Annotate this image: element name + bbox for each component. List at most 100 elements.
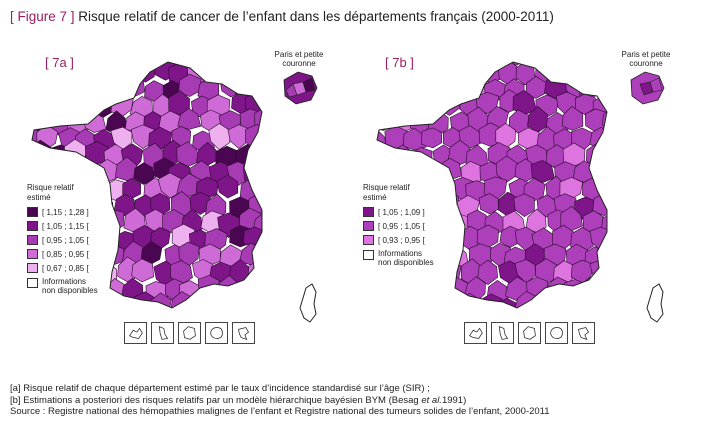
departement-shape: [0, 46, 14, 69]
departement-shape: [135, 62, 156, 83]
departement-shape: [85, 71, 109, 97]
departement-shape: [1, 226, 21, 249]
departement-shape: [335, 244, 356, 269]
departement-shape: [0, 79, 11, 102]
departement-shape: [600, 75, 607, 101]
overseas-department-box: [545, 322, 568, 344]
departement-shape: [555, 294, 579, 308]
departement-shape: [97, 293, 119, 308]
departement-shape: [400, 294, 423, 308]
departement-shape: [197, 274, 220, 298]
departement-shape: [7, 144, 30, 170]
departement-shape: [581, 62, 604, 69]
departement-shape: [0, 175, 10, 199]
figure-title-text: Risque relatif de cancer de l’enfant dan…: [78, 9, 554, 24]
departement-shape: [32, 93, 41, 119]
departement-shape: [377, 144, 379, 169]
departement-shape: [0, 130, 19, 153]
departement-shape: [602, 105, 607, 132]
departement-shape: [420, 293, 445, 308]
departement-shape: [91, 91, 116, 118]
departement-shape: [561, 106, 584, 131]
map-7a-outline: [31, 61, 263, 309]
departement-shape: [109, 295, 133, 308]
departement-shape: [32, 161, 39, 186]
departement-shape: [74, 62, 98, 84]
overseas-department-box: [518, 322, 541, 344]
departement-shape: [187, 293, 211, 308]
departement-shape: [523, 62, 547, 66]
legend-class-row: [ 0,95 ; 1,05 [: [363, 220, 434, 232]
departement-shape: [432, 62, 455, 70]
departement-shape: [351, 46, 374, 69]
note-a: [a] Risque relatif de chaque département…: [10, 383, 430, 394]
departement-shape: [353, 277, 373, 303]
departement-shape: [513, 193, 535, 217]
departement-shape: [209, 62, 234, 82]
legend-class-label: [ 0,85 ; 0,95 [: [42, 249, 89, 259]
departement-shape: [32, 108, 33, 134]
departement-shape: [76, 89, 101, 117]
figure-tag: [ Figure 7 ]: [10, 9, 75, 24]
inset-caption-line2: couronne: [629, 59, 663, 68]
legend-classes: [ 1,15 ; 1,28 ] [ 1,05 ; 1,15 [[ 0,95 ; 1…: [27, 206, 98, 274]
departement-shape: [245, 62, 262, 86]
departement-shape: [505, 62, 528, 66]
legend-title: Risque relatif estimé: [363, 183, 434, 203]
departement-shape: [0, 59, 21, 84]
departement-shape: [225, 62, 247, 84]
departement-shape: [467, 62, 491, 66]
departement-shape: [105, 62, 129, 70]
departement-shape: [224, 294, 246, 308]
departement-shape: [348, 60, 369, 83]
legend-7b: Risque relatif estimé [ 1,05 ; 1,09 ] [ 0…: [363, 183, 434, 267]
overseas-department-box: [124, 322, 147, 344]
departement-shape: [67, 62, 90, 67]
departement-shape: [388, 62, 413, 68]
departement-shape: [8, 79, 30, 104]
departement-shape: [386, 161, 407, 185]
departement-shape: [377, 62, 396, 71]
departement-shape: [412, 62, 435, 67]
departement-shape: [341, 160, 363, 180]
departement-shape: [254, 62, 262, 68]
panel-7a-label: [ 7a ]: [45, 55, 74, 70]
note-b: [b] Estimations a posteriori des risques…: [10, 395, 550, 407]
departement-shape: [590, 291, 607, 308]
departement-shape: [599, 144, 607, 169]
departement-shape: [479, 293, 503, 308]
departement-shape: [337, 280, 360, 302]
departement-shape: [39, 291, 62, 308]
departement-shape: [531, 292, 557, 308]
departement-shape: [257, 273, 262, 300]
departement-shape: [52, 159, 74, 184]
inset-caption-line1: Paris et petite: [274, 50, 324, 59]
departement-shape: [603, 62, 607, 67]
map-7b: [335, 46, 607, 308]
departement-shape: [216, 174, 239, 199]
departement-shape: [437, 295, 461, 308]
departement-shape: [576, 293, 598, 308]
departement-shape: [39, 62, 63, 85]
legend-title-line2: estimé: [27, 193, 51, 202]
legend-swatch: [27, 207, 38, 217]
departement-shape: [237, 62, 261, 66]
legend-na-swatch: [363, 250, 374, 260]
legend-swatch: [363, 207, 374, 217]
legend-swatch: [27, 263, 38, 273]
legend-class-row: [ 1,05 ; 1,15 [: [27, 220, 98, 232]
departement-shape: [8, 42, 30, 64]
departement-shape: [32, 72, 50, 97]
departement-shape: [601, 277, 607, 304]
departement-shape: [197, 62, 219, 64]
legend-na: Informations non disponibles: [27, 277, 98, 295]
departement-shape: [0, 141, 9, 167]
departement-shape: [377, 158, 385, 186]
departement-shape: [403, 160, 425, 182]
departement-shape: [353, 110, 374, 134]
departement-shape: [85, 62, 107, 67]
legend-class-row: [ 0,93 ; 0,95 [: [363, 234, 434, 246]
departement-shape: [2, 157, 23, 183]
overseas-department-box: [464, 322, 487, 344]
legend-na-line1: Informations: [378, 249, 423, 258]
